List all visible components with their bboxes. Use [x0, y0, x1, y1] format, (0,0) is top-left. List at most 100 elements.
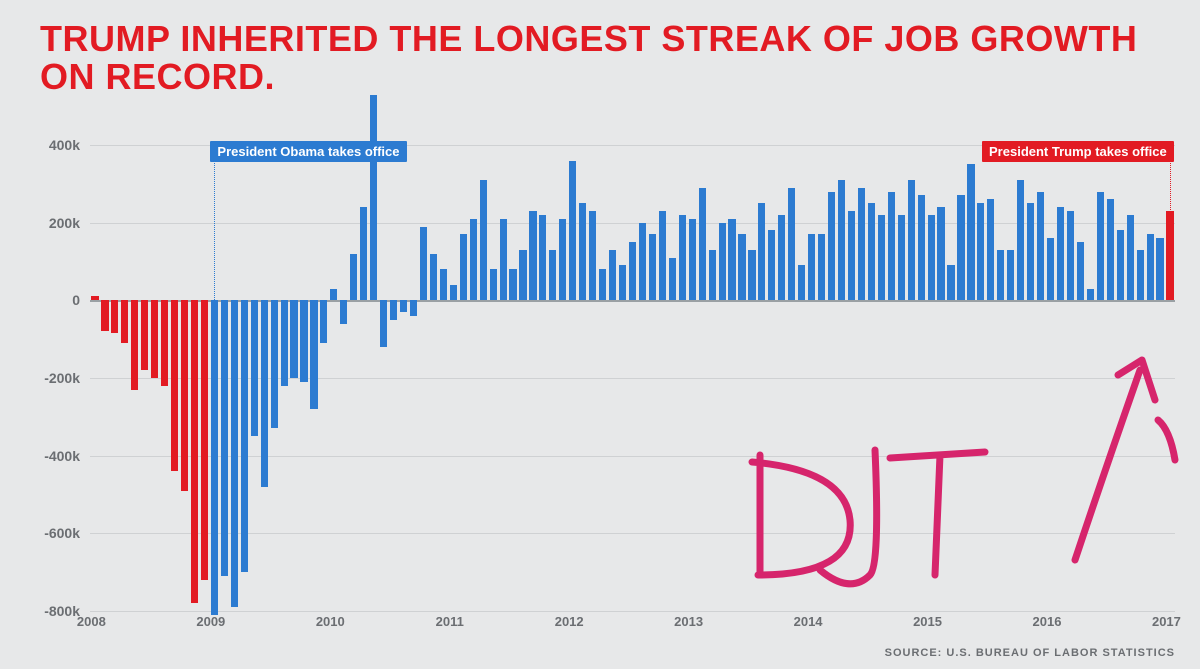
x-tick-label: 2010	[316, 614, 345, 629]
y-tick-label: 400k	[49, 137, 80, 153]
bar	[957, 195, 964, 300]
bar	[808, 234, 815, 300]
bar	[549, 250, 556, 300]
bar	[1007, 250, 1014, 300]
bar	[460, 234, 467, 300]
bar	[947, 265, 954, 300]
bar	[758, 203, 765, 300]
bar	[818, 234, 825, 300]
bar	[380, 300, 387, 347]
bar	[848, 211, 855, 300]
bar	[689, 219, 696, 301]
bar	[788, 188, 795, 301]
bar	[778, 215, 785, 300]
bar	[111, 300, 118, 333]
bar	[679, 215, 686, 300]
bar	[918, 195, 925, 300]
bar	[1027, 203, 1034, 300]
x-tick-label: 2009	[196, 614, 225, 629]
bar	[539, 215, 546, 300]
bar	[1097, 192, 1104, 301]
bar	[500, 219, 507, 301]
bar	[470, 219, 477, 301]
bar	[141, 300, 148, 370]
bar	[241, 300, 248, 572]
bar	[868, 203, 875, 300]
bar	[320, 300, 327, 343]
x-tick-label: 2016	[1033, 614, 1062, 629]
bar	[977, 203, 984, 300]
bar	[211, 300, 218, 615]
bar	[300, 300, 307, 382]
x-tick-label: 2012	[555, 614, 584, 629]
bar	[509, 269, 516, 300]
bar	[579, 203, 586, 300]
bar	[997, 250, 1004, 300]
bar	[1037, 192, 1044, 301]
y-tick-label: -200k	[44, 370, 80, 386]
y-tick-label: -600k	[44, 525, 80, 541]
bar	[410, 300, 417, 316]
bar	[987, 199, 994, 300]
x-tick-label: 2013	[674, 614, 703, 629]
bar	[350, 254, 357, 301]
bar	[599, 269, 606, 300]
bar	[1156, 238, 1163, 300]
bar	[151, 300, 158, 378]
bar	[1057, 207, 1064, 300]
callout-label: President Obama takes office	[210, 141, 406, 162]
bar	[121, 300, 128, 343]
bar	[261, 300, 268, 486]
bar	[161, 300, 168, 385]
bar	[748, 250, 755, 300]
x-tick-label: 2014	[794, 614, 823, 629]
y-tick-label: 0	[72, 292, 80, 308]
bar	[798, 265, 805, 300]
y-axis-labels: -800k-600k-400k-200k0200k400k	[30, 145, 85, 631]
bar	[1017, 180, 1024, 300]
bar	[559, 219, 566, 301]
x-tick-label: 2008	[77, 614, 106, 629]
bar	[838, 180, 845, 300]
bar	[131, 300, 138, 389]
bar	[181, 300, 188, 490]
bar	[1047, 238, 1054, 300]
source-attribution: SOURCE: U.S. BUREAU OF LABOR STATISTICS	[885, 647, 1175, 659]
bar	[290, 300, 297, 378]
bar	[738, 234, 745, 300]
bar	[1117, 230, 1124, 300]
bar	[639, 223, 646, 301]
gridline	[90, 533, 1175, 534]
bar	[221, 300, 228, 576]
plot-area: President Obama takes officePresident Tr…	[90, 145, 1175, 611]
x-tick-label: 2011	[436, 614, 464, 629]
bar	[91, 296, 98, 300]
bar	[251, 300, 258, 436]
bar	[420, 227, 427, 301]
bar	[271, 300, 278, 428]
bar	[191, 300, 198, 603]
bar	[330, 289, 337, 301]
bar	[281, 300, 288, 385]
bar	[340, 300, 347, 323]
bar	[490, 269, 497, 300]
bar	[728, 219, 735, 301]
callout-label: President Trump takes office	[982, 141, 1174, 162]
bar	[1147, 234, 1154, 300]
bar	[1067, 211, 1074, 300]
bar	[858, 188, 865, 301]
bar	[719, 223, 726, 301]
bar	[669, 258, 676, 301]
bar	[231, 300, 238, 607]
bar	[201, 300, 208, 580]
bar	[649, 234, 656, 300]
bar	[1137, 250, 1144, 300]
bar	[480, 180, 487, 300]
bar	[171, 300, 178, 471]
bar	[440, 269, 447, 300]
bar	[1107, 199, 1114, 300]
bar	[529, 211, 536, 300]
gridline	[90, 456, 1175, 457]
bar	[1087, 289, 1094, 301]
bar	[609, 250, 616, 300]
